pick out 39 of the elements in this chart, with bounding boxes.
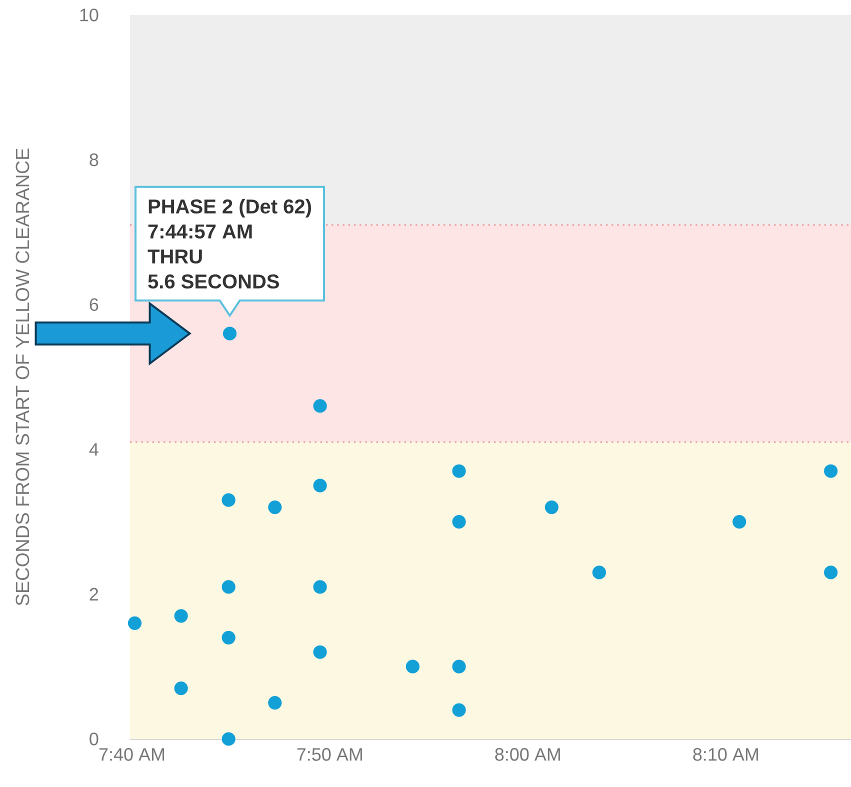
point (824, 566, 838, 580)
point (268, 696, 282, 710)
y-tick-label: 6 (90, 298, 98, 311)
y-tick-label: 8 (90, 153, 98, 166)
point (732, 514, 746, 529)
point (592, 566, 606, 580)
annotation: 7:44:57 AM (148, 224, 252, 239)
point (452, 514, 466, 529)
point (222, 630, 236, 644)
point (222, 732, 236, 746)
x-tick-label: 7:50 AM (297, 748, 362, 761)
annotation: 5.6 SECONDS (148, 274, 280, 289)
y-tick-label: 2 (90, 588, 98, 600)
point (313, 399, 327, 413)
y-axis-title: SECONDS FROM START OF YELLOW CLEARANCE (16, 148, 30, 606)
annotation: THRU (148, 250, 202, 264)
y-tick-label: 4 (89, 443, 98, 456)
annotation: PHASE 2 (Det 62) (148, 198, 312, 218)
x-tick-label: 7:40 AM (99, 748, 164, 761)
point (824, 464, 838, 478)
point (544, 500, 558, 514)
point (313, 580, 327, 594)
y-tick-label: 10 (80, 8, 98, 22)
point (452, 703, 466, 717)
point (268, 500, 282, 514)
point (222, 493, 236, 507)
point (452, 464, 466, 478)
point (222, 580, 236, 594)
y-tick-label: 0 (90, 732, 98, 746)
point (174, 609, 188, 623)
point (452, 660, 466, 674)
point (128, 616, 142, 630)
point (174, 682, 188, 696)
point (313, 478, 327, 492)
point (222, 326, 237, 340)
x-tick-label: 8:10 AM (693, 748, 758, 761)
point (313, 645, 327, 659)
point (406, 660, 420, 674)
x-tick-label: 8:00 AM (495, 748, 560, 761)
